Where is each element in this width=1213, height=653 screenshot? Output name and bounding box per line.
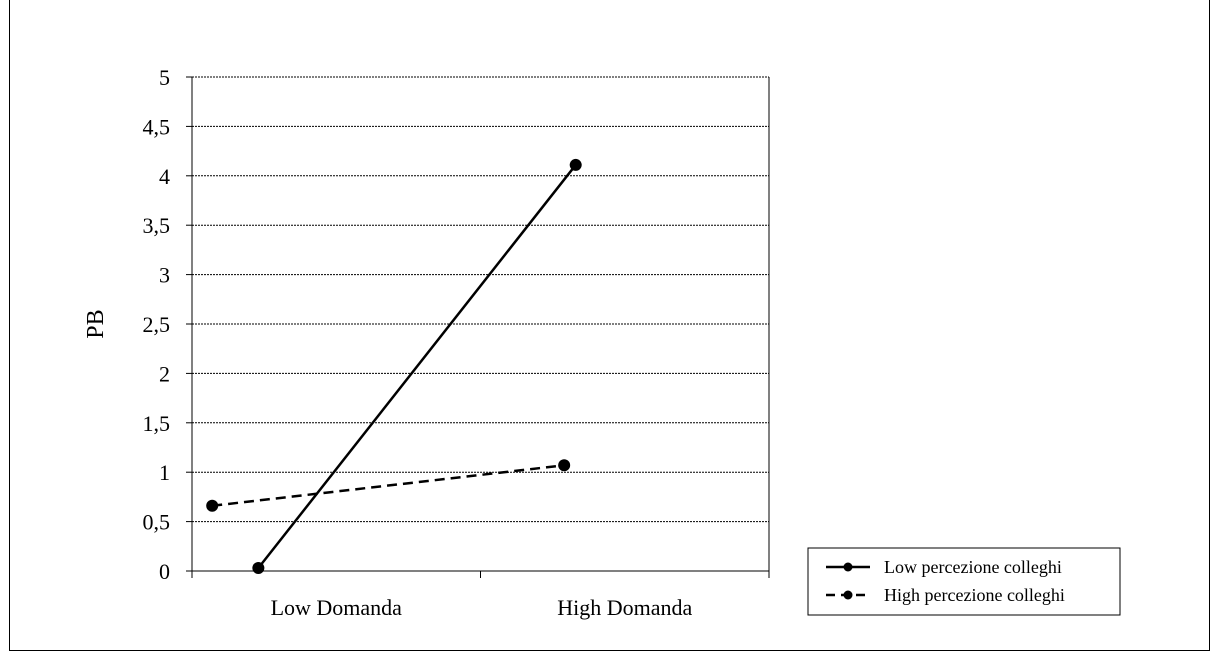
y-tick-label: 0,5 — [143, 510, 171, 535]
data-point — [569, 158, 582, 171]
x-axis-ticks: Low Domanda High Domanda — [191, 571, 770, 620]
y-tick-label: 1,5 — [143, 411, 171, 436]
legend-marker — [843, 590, 853, 600]
data-point — [206, 499, 219, 512]
y-axis-ticks: 0 0,5 1 1,5 2 2,5 3 3,5 4 4,5 5 — [143, 65, 192, 584]
series-line — [212, 464, 565, 508]
data-point — [558, 459, 571, 472]
data-point — [252, 562, 265, 575]
chart-frame — [9, 0, 1210, 651]
y-tick-label: 2 — [159, 361, 170, 386]
legend-label: Low percezione colleghi — [884, 557, 1062, 577]
legend-box — [807, 547, 1121, 616]
y-tick-label: 1 — [159, 460, 170, 485]
y-tick-label: 0 — [159, 559, 170, 584]
series-layer — [206, 158, 582, 575]
legend-label: High percezione colleghi — [884, 585, 1065, 605]
x-category-label: High Domanda — [557, 595, 692, 620]
x-category-label: Low Domanda — [271, 595, 403, 620]
y-tick-label: 3,5 — [143, 213, 171, 238]
y-tick-label: 5 — [159, 65, 170, 90]
series-line — [257, 164, 577, 569]
y-tick-label: 4,5 — [143, 114, 171, 139]
y-tick-label: 3 — [159, 263, 170, 288]
y-tick-label: 2,5 — [143, 312, 171, 337]
gridlines — [191, 76, 770, 572]
y-tick-label: 4 — [159, 164, 170, 189]
legend: Low percezione colleghi High percezione c… — [807, 547, 1121, 616]
y-axis-title: PB — [83, 309, 109, 338]
legend-marker — [843, 562, 853, 572]
